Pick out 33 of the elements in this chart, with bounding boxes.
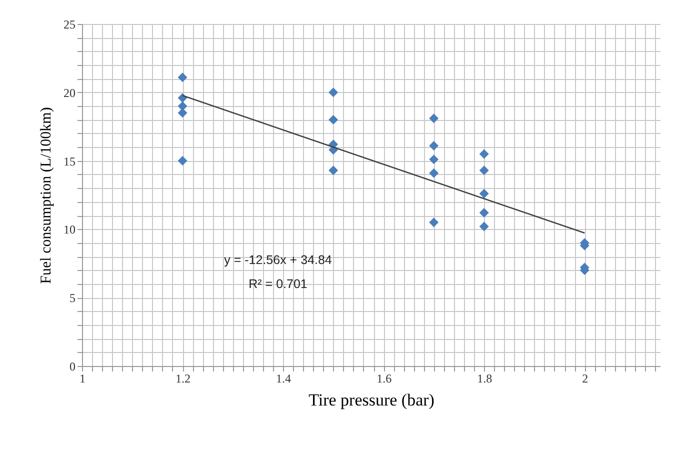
point bbox=[178, 72, 188, 82]
x-tick-label: 1.6 bbox=[376, 372, 392, 386]
y-tick-label: 5 bbox=[70, 291, 76, 306]
x-tick-label: 1.2 bbox=[176, 372, 191, 386]
y-tick-label: 25 bbox=[64, 18, 76, 32]
point bbox=[429, 218, 439, 228]
point bbox=[479, 166, 489, 176]
x-tick-label: 1.4 bbox=[276, 372, 292, 386]
point bbox=[429, 154, 439, 164]
y-axis-title: Fuel consumption (L/100km) bbox=[38, 107, 54, 284]
point bbox=[178, 101, 188, 111]
point bbox=[178, 108, 188, 118]
point bbox=[479, 222, 489, 232]
y-tick-label: 20 bbox=[64, 86, 76, 100]
annotation: R² = 0.701 bbox=[248, 277, 308, 291]
point bbox=[328, 88, 338, 98]
x-tick-label: 1 bbox=[80, 372, 86, 386]
y-tick-label: 10 bbox=[64, 222, 76, 237]
point bbox=[479, 149, 489, 159]
point bbox=[429, 114, 439, 124]
y-tick-label: 15 bbox=[64, 154, 76, 168]
point bbox=[178, 156, 188, 166]
y-tick-label: 0 bbox=[70, 360, 76, 374]
point bbox=[479, 188, 489, 198]
point bbox=[429, 141, 439, 150]
annotation: y = -12.56x + 34.84 bbox=[224, 253, 332, 267]
x-axis-title: Tire pressure (bar) bbox=[308, 390, 434, 410]
x-tick-label: 1.8 bbox=[477, 372, 492, 386]
x-tick-label: 2 bbox=[582, 372, 588, 386]
point bbox=[328, 115, 338, 125]
point bbox=[328, 166, 338, 176]
point bbox=[479, 208, 489, 218]
point bbox=[429, 168, 439, 178]
